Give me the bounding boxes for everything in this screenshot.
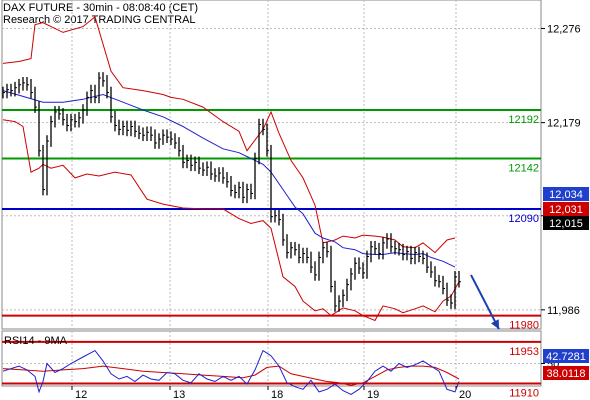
- rsi-tag-label-rsi-ma: 38.0118: [547, 368, 586, 380]
- level-label-resistance: 12192: [508, 114, 539, 126]
- series-bollinger-lower: [2, 119, 460, 322]
- rsi-tag-label-rsi: 42.7281: [546, 351, 586, 363]
- y-tick-label: 12,276: [547, 24, 581, 36]
- price-tag-label-lower: 12,031: [549, 204, 583, 216]
- level-label-support: 11910: [509, 388, 539, 400]
- series-bollinger-upper: [2, 16, 456, 254]
- x-tick-label: 12: [75, 389, 87, 400]
- projection-arrow-head: [491, 319, 499, 330]
- y-tick-label: 12,179: [547, 118, 581, 130]
- chart-subtitle: Research © 2017 TRADING CENTRAL: [3, 14, 196, 26]
- level-label-resistance: 12142: [508, 163, 539, 175]
- price-tag-label-upper: 12,034: [549, 189, 583, 201]
- price-panel-frame: [1, 0, 542, 330]
- rsi-title: RSI14 - 9MA: [4, 335, 68, 347]
- x-tick-label: 19: [367, 389, 379, 400]
- rsi-tag-rsi: [543, 349, 589, 363]
- level-label-support: 11953: [509, 346, 539, 358]
- price-tag-lower: [543, 202, 589, 216]
- price-tag-price: [543, 216, 589, 230]
- level-label-support: 11980: [509, 320, 539, 332]
- chart-title: DAX FUTURE - 30min - 08:08:40 (CET): [3, 2, 198, 14]
- x-tick-label: 20: [459, 389, 471, 400]
- x-tick-label: 18: [271, 389, 283, 400]
- projection-arrow-shaft: [470, 274, 500, 330]
- price-tag-label-price: 12,015: [549, 218, 583, 230]
- y-tick-label: 11,986: [547, 305, 580, 317]
- price-tag-upper: [543, 187, 589, 201]
- rsi-tag-rsi-ma: [543, 366, 589, 380]
- series-rsi-ma: [2, 365, 460, 386]
- series-rsi: [2, 349, 460, 395]
- level-label-pivot: 12090: [508, 213, 539, 225]
- rsi-panel-frame: [1, 330, 542, 387]
- x-tick-label: 13: [173, 389, 185, 400]
